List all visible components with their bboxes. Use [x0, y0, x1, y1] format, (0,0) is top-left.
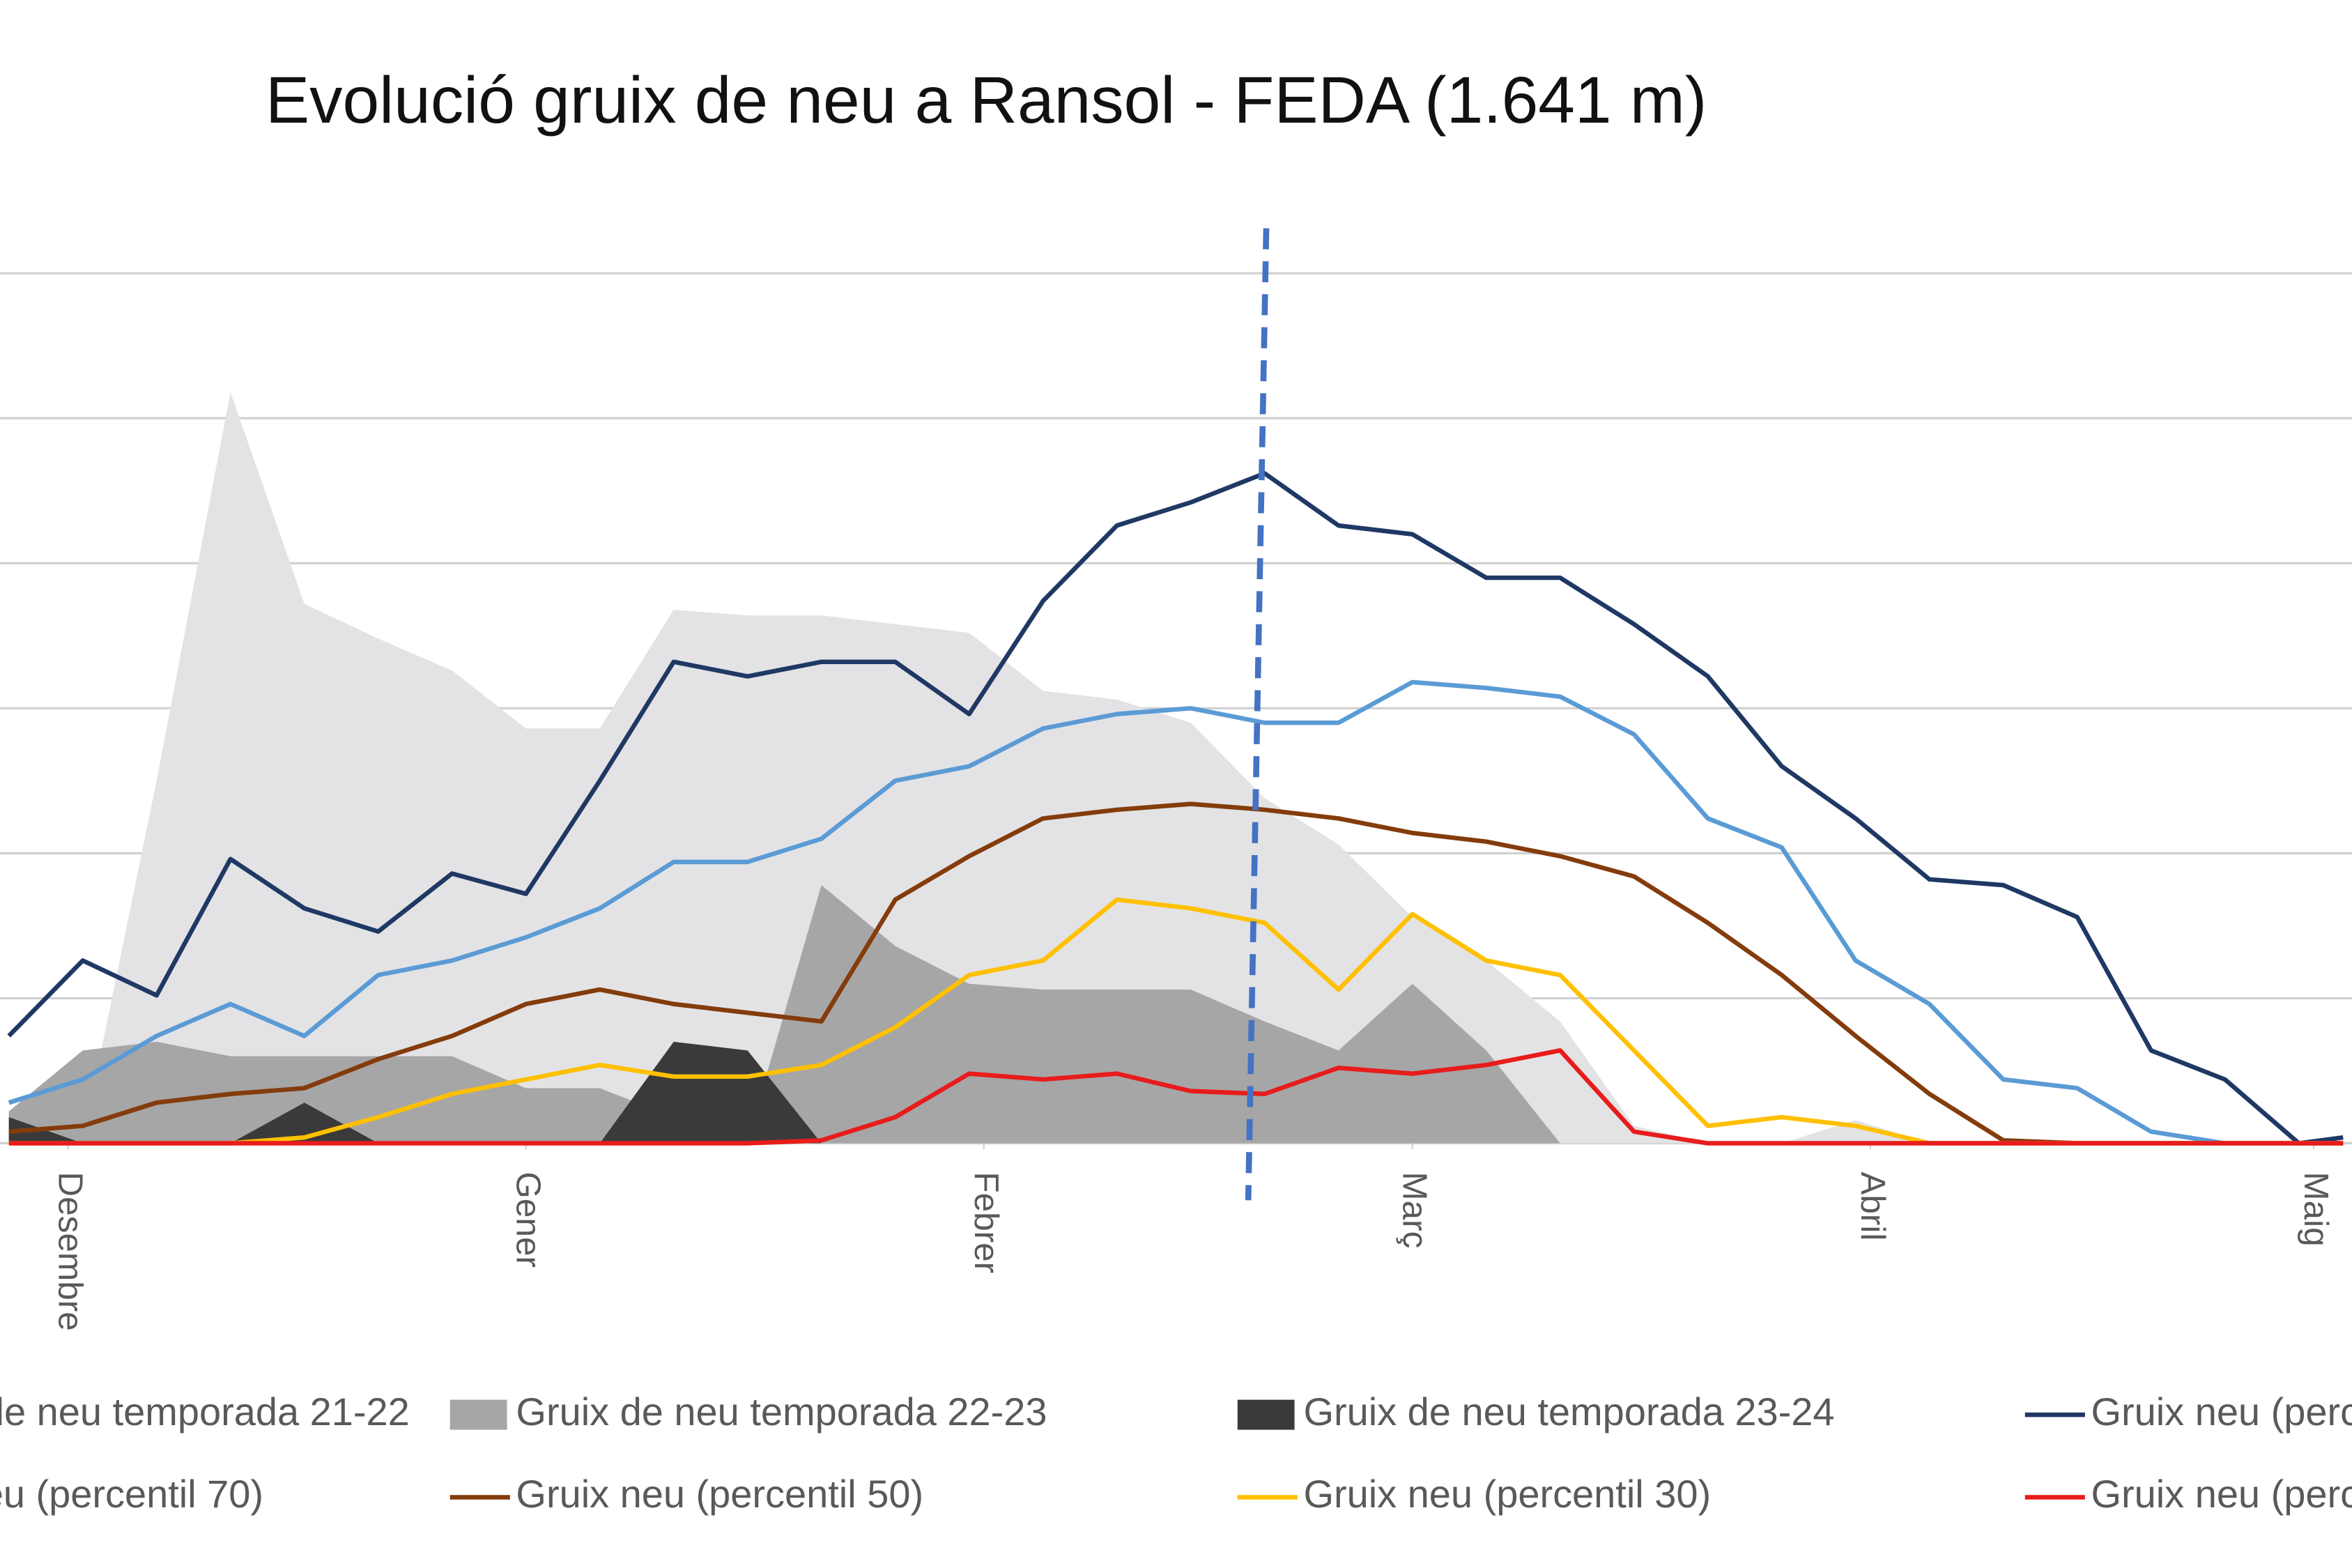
x-tick-label: Desembre — [51, 1171, 89, 1330]
area — [8, 392, 2344, 1144]
legend-label: Gruix neu (percentil 90) — [2091, 1390, 2352, 1434]
legend-label: Gruix de neu temporada 21-22 — [0, 1390, 410, 1434]
legend-item: Gruix de neu temporada 22-23 — [449, 1390, 1047, 1434]
legend-label: Gruix neu (percentil 30) — [1303, 1472, 1711, 1516]
x-tick-label: Abril — [1854, 1171, 1892, 1240]
chart-title: Evolució gruix de neu a Ransol - FEDA (1… — [266, 63, 1707, 137]
line — [8, 801, 2344, 1146]
marker-line — [1245, 228, 1270, 1201]
legend-swatch — [449, 1399, 507, 1430]
legend-label: Gruix neu (percentil 50) — [516, 1472, 923, 1516]
area — [8, 885, 2344, 1144]
legend-swatch — [1237, 1399, 1295, 1430]
x-tick-label: Febrer — [967, 1171, 1006, 1273]
legend-item: Gruix neu (percentil 50) — [449, 1472, 923, 1516]
x-tick-label: Maig — [2297, 1171, 2335, 1246]
legend-item: Gruix de neu temporada 23-24 — [1237, 1390, 1835, 1434]
legend-item: Gruix de neu temporada 21-22 — [0, 1390, 410, 1434]
legend-label: Gruix de neu temporada 23-24 — [1303, 1390, 1834, 1434]
line — [7, 471, 2344, 1146]
line — [8, 1048, 2344, 1146]
legend-label: Gruix de neu temporada 22-23 — [516, 1390, 1047, 1434]
legend-item: Gruix neu (percentil 90) — [2024, 1390, 2352, 1434]
legend-item: Gruix neu (percentil 70) — [0, 1472, 263, 1516]
x-tick-label: Març — [1396, 1171, 1434, 1248]
legend-item: Gruix neu (percentil 30) — [1237, 1472, 1711, 1516]
legend-item: Gruix neu (percentil 10) — [2024, 1472, 2352, 1516]
legend-label: Gruix neu (percentil 70) — [0, 1472, 263, 1516]
line — [8, 679, 2344, 1146]
x-tick-label: Gener — [509, 1171, 548, 1268]
legend-label: Gruix neu (percentil 10) — [2091, 1472, 2352, 1516]
